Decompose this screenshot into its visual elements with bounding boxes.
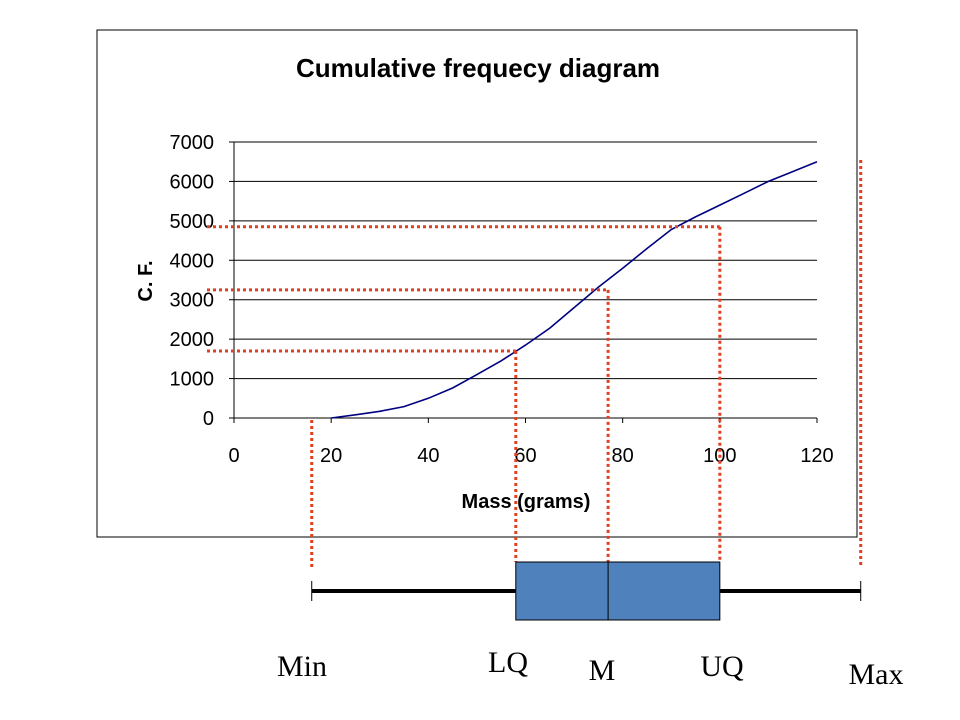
y-tick-label-6000: 6000 (170, 171, 215, 193)
chart-frame (96, 29, 858, 538)
box-label-min: Min (277, 650, 327, 683)
x-tick-label-0: 0 (228, 445, 239, 467)
y-tick-label-5000: 5000 (170, 211, 215, 233)
box-label-median: M (589, 654, 616, 687)
box-iqr (515, 561, 721, 621)
box-plot (311, 561, 862, 621)
y-tick-label-0: 0 (203, 408, 214, 430)
series-layer (331, 160, 818, 419)
box-label-uq: UQ (700, 650, 744, 683)
x-tick-label-20: 20 (320, 445, 342, 467)
x-tick-label-40: 40 (417, 445, 439, 467)
x-axis-label: Mass (grams) (462, 491, 591, 513)
y-tick-label-7000: 7000 (170, 132, 215, 154)
axes (229, 141, 818, 423)
y-tick-label-4000: 4000 (170, 250, 215, 272)
y-tick-labels: 0 1000 2000 3000 4000 5000 6000 7000 (170, 132, 215, 430)
y-tick-label-1000: 1000 (170, 369, 215, 391)
x-tick-label-120: 120 (800, 445, 833, 467)
box-plot-labels: Min LQ M UQ Max (277, 646, 904, 691)
box-label-lq: LQ (488, 646, 528, 679)
cf-curve-0 (331, 160, 818, 419)
x-tick-labels: 020406080100120 (228, 445, 833, 467)
box-label-max: Max (849, 658, 904, 691)
x-tick-label-60: 60 (514, 445, 536, 467)
y-axis-label: C. F. (135, 260, 157, 301)
y-tick-label-3000: 3000 (170, 290, 215, 312)
grid-lines (234, 141, 817, 380)
guide-lines (207, 160, 863, 567)
x-tick-label-80: 80 (612, 445, 634, 467)
chart-title: Cumulative frequecy diagram (296, 53, 660, 83)
y-tick-label-2000: 2000 (170, 329, 215, 351)
